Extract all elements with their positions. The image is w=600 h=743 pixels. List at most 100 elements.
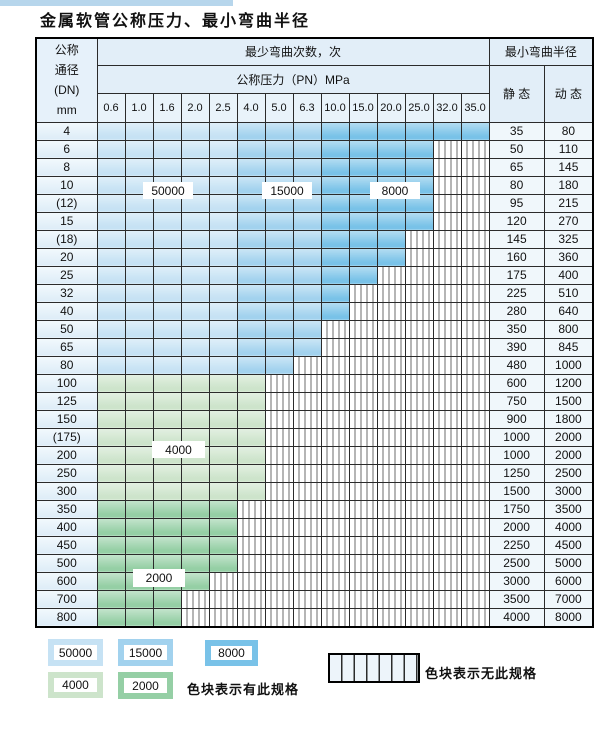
spec-available-cell: [152, 337, 182, 357]
spec-available-cell: [264, 337, 294, 357]
static-value-cell: 160: [488, 247, 545, 267]
dn-cell: 32: [35, 283, 98, 303]
spec-available-cell: [208, 463, 238, 483]
spec-available-cell: [180, 409, 210, 429]
spec-available-cell: [292, 337, 322, 357]
no-spec-cell: [404, 553, 434, 573]
static-value-cell: 120: [488, 211, 545, 231]
no-spec-cell: [348, 301, 378, 321]
dynamic-value-cell: 80: [543, 121, 594, 141]
spec-available-cell: [180, 391, 210, 411]
no-spec-cell: [432, 247, 462, 267]
static-value-cell: 225: [488, 283, 545, 303]
table-row: 700 3500 7000: [35, 589, 594, 609]
no-spec-cell: [376, 499, 406, 519]
no-spec-cell: [432, 301, 462, 321]
spec-available-cell: [180, 373, 210, 393]
spec-available-cell: [96, 193, 126, 213]
pressure-col-header: 32.0: [432, 92, 462, 123]
spec-available-cell: [124, 157, 154, 177]
dynamic-value-cell: 800: [543, 319, 594, 339]
spec-available-cell: [348, 139, 378, 159]
spec-available-cell: [96, 319, 126, 339]
spec-available-cell: [292, 211, 322, 231]
table-row: 350 1750 3500: [35, 499, 594, 519]
spec-available-cell: [264, 319, 294, 339]
spec-available-cell: [292, 301, 322, 321]
no-spec-cell: [432, 571, 462, 591]
spec-available-cell: [236, 481, 266, 501]
spec-available-cell: [208, 517, 238, 537]
spec-available-cell: [152, 157, 182, 177]
spec-available-cell: [180, 571, 210, 591]
spec-available-cell: [124, 589, 154, 609]
spec-available-cell: [236, 427, 266, 447]
spec-available-cell: [236, 355, 266, 375]
no-spec-cell: [432, 139, 462, 159]
table-row: (175) 1000 2000: [35, 427, 594, 447]
spec-available-cell: [208, 373, 238, 393]
spec-available-cell: [376, 247, 406, 267]
spec-available-cell: [208, 319, 238, 339]
spec-available-cell: [236, 445, 266, 465]
spec-available-cell: [376, 139, 406, 159]
no-spec-cell: [404, 445, 434, 465]
spec-available-cell: [152, 265, 182, 285]
no-spec-cell: [348, 499, 378, 519]
no-spec-cell: [264, 607, 294, 627]
table-row: (18) 145 325: [35, 229, 594, 249]
radius-header: 最小弯曲半径: [488, 37, 594, 66]
spec-available-cell: [292, 319, 322, 339]
no-spec-cell: [376, 445, 406, 465]
no-spec-cell: [208, 571, 238, 591]
spec-available-cell: [180, 337, 210, 357]
table-row: 25 175 400: [35, 265, 594, 285]
no-spec-cell: [404, 337, 434, 357]
spec-available-cell: [96, 157, 126, 177]
pressure-col-header: 0.6: [96, 92, 126, 123]
dn-cell: (175): [35, 427, 98, 447]
spec-available-cell: [320, 265, 350, 285]
dn-cell: 15: [35, 211, 98, 231]
static-value-cell: 3000: [488, 571, 545, 591]
table-row: 32 225 510: [35, 283, 594, 303]
no-spec-cell: [348, 517, 378, 537]
no-spec-cell: [432, 337, 462, 357]
no-spec-cell: [348, 319, 378, 339]
static-value-cell: 1250: [488, 463, 545, 483]
spec-available-cell: [152, 391, 182, 411]
no-spec-cell: [292, 445, 322, 465]
spec-available-cell: [152, 229, 182, 249]
spec-available-cell: [96, 481, 126, 501]
dynamic-value-cell: 360: [543, 247, 594, 267]
legend-chip: 15000: [118, 639, 173, 666]
spec-available-cell: [124, 481, 154, 501]
spec-available-cell: [124, 229, 154, 249]
dn-header-cell: 公称 通径 (DN) mm: [35, 37, 98, 123]
no-spec-cell: [292, 589, 322, 609]
pressure-col-header: 2.5: [208, 92, 238, 123]
table-row: 450 2250 4500: [35, 535, 594, 555]
zone-label: 2000: [133, 569, 185, 587]
dn-cell: 150: [35, 409, 98, 429]
spec-available-cell: [236, 247, 266, 267]
spec-available-cell: [404, 139, 434, 159]
no-spec-cell: [264, 481, 294, 501]
spec-available-cell: [124, 337, 154, 357]
spec-available-cell: [376, 211, 406, 231]
no-spec-cell: [404, 589, 434, 609]
no-spec-cell: [432, 283, 462, 303]
spec-available-cell: [96, 463, 126, 483]
spec-available-cell: [96, 265, 126, 285]
no-spec-cell: [320, 553, 350, 573]
no-spec-cell: [320, 463, 350, 483]
no-spec-cell: [264, 391, 294, 411]
spec-available-cell: [236, 391, 266, 411]
no-spec-cell: [432, 427, 462, 447]
dynamic-value-cell: 3000: [543, 481, 594, 501]
no-spec-cell: [460, 193, 490, 213]
dynamic-value-cell: 270: [543, 211, 594, 231]
spec-available-cell: [320, 301, 350, 321]
no-spec-cell: [460, 175, 490, 195]
spec-available-cell: [124, 211, 154, 231]
